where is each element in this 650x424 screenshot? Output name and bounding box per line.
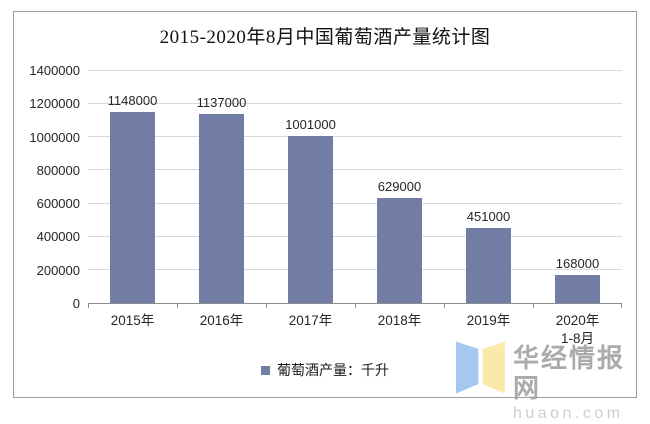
screenshot-root: { "chart_data": { "type": "bar", "title"… xyxy=(0,11,650,422)
plot-area: 0 200000 400000 600000 800000 1000000 1200000 1… xyxy=(29,63,622,346)
gridline xyxy=(88,136,622,138)
bar-value-label: 1148000 xyxy=(107,93,158,108)
x-axis-line xyxy=(88,303,622,304)
legend: 葡萄酒产量：千升 xyxy=(0,360,650,380)
legend-marker-square xyxy=(261,365,270,375)
bar xyxy=(110,112,155,303)
chart-title: 2015-2020年8月中国葡萄酒产量统计图 xyxy=(159,27,491,48)
bar xyxy=(199,114,244,303)
bar-value-label: 1001000 xyxy=(285,117,336,132)
watermark: 华经情报网 huaon.com xyxy=(456,340,650,424)
bar xyxy=(466,228,511,303)
y-axis-tick-label: 800000 xyxy=(36,162,80,178)
x-axis-tick xyxy=(266,304,267,308)
x-axis-category-line: 2016年 xyxy=(199,313,244,328)
gridline xyxy=(88,69,622,71)
bar xyxy=(288,136,333,303)
y-axis-tick-label: 0 xyxy=(72,296,80,311)
x-axis-category-label: 2020年 1-8月 xyxy=(532,312,624,348)
x-axis-category-line: 2018年 xyxy=(377,313,422,328)
x-axis-category-line: 1-8月 xyxy=(560,331,594,346)
x-axis-category-label: 2015年 xyxy=(87,312,179,330)
legend-label: 葡萄酒产量：千升 xyxy=(277,362,389,378)
watermark-site-name: 华经情报网 xyxy=(512,343,625,403)
gridline xyxy=(88,202,622,204)
x-axis-tick xyxy=(621,304,622,308)
x-axis-category-label: 2019年 xyxy=(443,312,535,330)
x-axis-tick xyxy=(355,304,356,308)
x-axis-tick xyxy=(444,304,445,308)
y-axis-tick-label: 200000 xyxy=(36,262,80,278)
bar-value-label: 451000 xyxy=(466,209,511,224)
gridline xyxy=(88,102,622,104)
x-axis-category-line: 2017年 xyxy=(288,313,333,328)
y-axis-tick-label: 1400000 xyxy=(29,63,80,78)
x-axis-category-label: 2016年 xyxy=(176,312,268,330)
gridline xyxy=(88,169,622,171)
y-axis-tick-label: 1000000 xyxy=(29,129,80,145)
x-axis-tick xyxy=(533,304,534,308)
x-axis-tick xyxy=(177,304,178,308)
bar-value-label: 1137000 xyxy=(196,95,247,110)
y-axis-tick-label: 600000 xyxy=(36,196,80,212)
x-axis-category-line: 2015年 xyxy=(110,313,155,328)
bar xyxy=(377,198,422,303)
y-axis-tick-label: 1200000 xyxy=(29,96,80,112)
x-axis-category-label: 2018年 xyxy=(354,312,446,330)
gridline xyxy=(88,235,622,237)
bar-value-label: 629000 xyxy=(377,179,422,194)
x-axis-category-label: 2017年 xyxy=(265,312,357,330)
x-axis-tick xyxy=(88,304,89,308)
bar xyxy=(555,275,600,303)
huaon-logo-icon xyxy=(456,341,505,394)
gridline xyxy=(88,269,622,271)
watermark-text: 华经情报网 huaon.com xyxy=(513,343,650,424)
y-axis-tick-label: 400000 xyxy=(36,229,80,245)
watermark-domain: huaon.com xyxy=(512,405,624,422)
bar-value-label: 168000 xyxy=(555,256,600,271)
x-axis-category-line: 2019年 xyxy=(466,313,511,328)
x-axis-category-line: 2020年 xyxy=(555,313,600,328)
